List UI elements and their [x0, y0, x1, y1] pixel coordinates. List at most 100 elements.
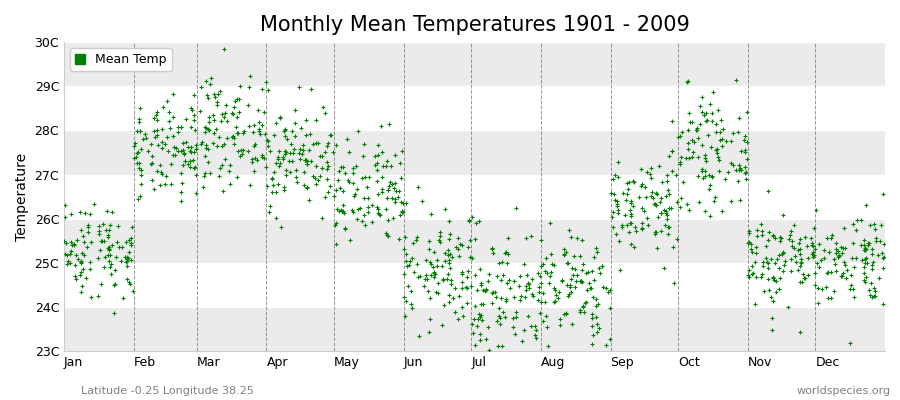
Point	[297, 169, 311, 176]
Point	[733, 197, 747, 204]
Point	[793, 251, 807, 257]
Point	[726, 130, 741, 136]
Point	[395, 208, 410, 215]
Point	[166, 144, 181, 150]
Point	[277, 148, 292, 154]
Point	[662, 187, 676, 193]
Point	[341, 177, 356, 183]
Point	[379, 206, 393, 212]
Point	[873, 238, 887, 244]
Point	[175, 180, 189, 186]
Point	[686, 148, 700, 155]
Point	[732, 115, 746, 122]
Point	[673, 195, 688, 202]
Point	[245, 156, 259, 162]
Point	[178, 157, 193, 164]
Point	[183, 158, 197, 164]
Point	[298, 157, 312, 164]
Point	[559, 311, 573, 318]
Point	[490, 318, 504, 325]
Point	[787, 222, 801, 228]
Point	[543, 220, 557, 226]
Point	[228, 98, 242, 104]
Point	[367, 153, 382, 159]
Point	[181, 160, 195, 167]
Point	[298, 157, 312, 163]
Point	[300, 158, 314, 164]
Point	[868, 285, 882, 292]
Point	[865, 262, 879, 269]
Point	[155, 139, 169, 145]
Point	[131, 118, 146, 125]
Point	[596, 284, 610, 290]
Point	[436, 276, 450, 282]
Point	[662, 153, 677, 159]
Point	[661, 230, 675, 237]
Point	[613, 266, 627, 273]
Point	[691, 154, 706, 160]
Point	[423, 259, 437, 266]
Point	[160, 134, 175, 140]
Point	[660, 178, 674, 184]
Point	[335, 208, 349, 214]
Point	[85, 238, 99, 245]
Point	[403, 258, 418, 265]
Point	[438, 206, 453, 212]
Point	[328, 220, 343, 226]
Point	[466, 316, 481, 322]
Point	[418, 276, 432, 282]
Point	[479, 286, 493, 292]
Point	[563, 288, 578, 295]
Point	[682, 119, 697, 126]
Point	[156, 104, 170, 110]
Point	[829, 240, 843, 247]
Point	[70, 256, 85, 262]
Point	[794, 258, 808, 265]
Point	[708, 129, 723, 136]
Point	[661, 216, 675, 223]
Point	[336, 164, 350, 170]
Point	[364, 219, 379, 226]
Point	[214, 162, 229, 168]
Point	[103, 247, 117, 254]
Point	[304, 158, 319, 164]
Point	[611, 207, 625, 214]
Point	[737, 149, 751, 156]
Point	[462, 216, 476, 223]
Point	[778, 258, 792, 264]
Point	[539, 313, 554, 319]
Point	[397, 294, 411, 300]
Point	[865, 246, 879, 252]
Point	[472, 217, 486, 224]
Point	[670, 199, 684, 206]
Point	[256, 155, 271, 162]
Point	[742, 230, 756, 236]
Point	[624, 213, 638, 219]
Point	[711, 107, 725, 114]
Point	[230, 130, 244, 136]
Point	[383, 163, 398, 170]
Point	[584, 268, 598, 275]
Point	[362, 174, 376, 180]
Point	[84, 294, 98, 300]
Point	[104, 271, 118, 277]
Point	[708, 194, 723, 201]
Point	[653, 210, 668, 216]
Point	[356, 153, 371, 159]
Point	[471, 316, 485, 322]
Point	[453, 241, 467, 248]
Point	[148, 134, 162, 140]
Point	[308, 174, 322, 181]
Point	[104, 222, 118, 228]
Point	[528, 323, 543, 330]
Point	[506, 314, 520, 321]
Point	[559, 249, 573, 255]
Point	[310, 177, 325, 184]
Point	[623, 207, 637, 214]
Point	[584, 284, 598, 291]
Point	[127, 140, 141, 146]
Point	[703, 182, 717, 188]
Point	[178, 138, 193, 145]
Point	[323, 132, 338, 138]
Point	[468, 272, 482, 278]
